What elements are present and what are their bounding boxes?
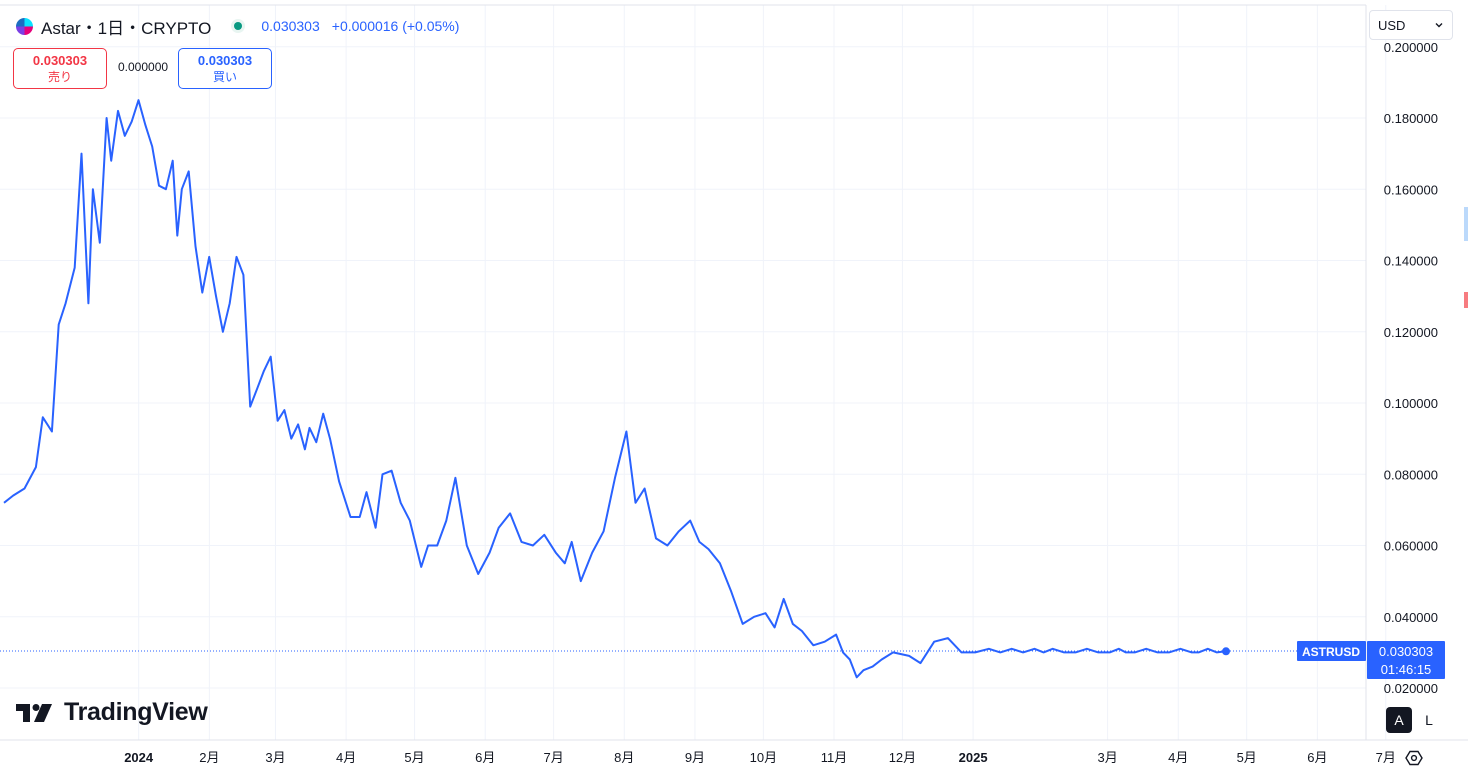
symbol-tag-text: ASTRUSD xyxy=(1302,645,1360,659)
x-tick-label: 4月 xyxy=(336,750,356,765)
symbol-title[interactable]: Astar・1日・CRYPTO xyxy=(41,18,212,38)
legend-change: +0.000016 (+0.05%) xyxy=(331,18,460,34)
buy-price: 0.030303 xyxy=(197,52,253,68)
x-tick-label: 7月 xyxy=(543,750,563,765)
x-tick-label: 2月 xyxy=(199,750,219,765)
settings-icon xyxy=(1405,750,1423,766)
x-tick-label: 3月 xyxy=(265,750,285,765)
x-tick-label: 3月 xyxy=(1097,750,1117,765)
settings-button[interactable] xyxy=(1401,745,1427,771)
price-tag xyxy=(1367,641,1445,679)
y-tick-label: 0.160000 xyxy=(1384,182,1438,197)
x-tick-label: 9月 xyxy=(685,750,705,765)
buy-button[interactable]: 0.030303 買い xyxy=(178,48,272,89)
y-tick-label: 0.080000 xyxy=(1384,467,1438,482)
x-tick-label: 10月 xyxy=(750,750,777,765)
last-point-marker xyxy=(1222,647,1230,656)
time-axis[interactable]: 2024 2月 3月 4月 5月 6月 7月 8月 9月 10月 11月 12月 2025 3月 4月 5月 6… xyxy=(124,750,1396,765)
x-tick-label: 5月 xyxy=(404,750,424,765)
currency-select[interactable]: USD xyxy=(1369,10,1453,40)
chart-grid xyxy=(0,5,1387,740)
buy-label: 買い xyxy=(212,69,237,84)
y-tick-label: 0.060000 xyxy=(1384,539,1438,554)
x-tick-label: 11月 xyxy=(821,750,848,765)
x-tick-label: 12月 xyxy=(889,750,916,765)
chart-legend: Astar・1日・CRYPTO 0.030303 +0.000016 (+0.0… xyxy=(16,14,459,38)
price-label: ASTRUSD 0.030303 01:46:15 xyxy=(1297,641,1445,679)
x-tick-label: 6月 xyxy=(1307,750,1327,765)
y-tick-label: 0.180000 xyxy=(1384,111,1438,126)
x-tick-label: 8月 xyxy=(614,750,634,765)
sell-price: 0.030303 xyxy=(32,52,88,68)
sell-label: 売り xyxy=(47,69,72,84)
legend-last-value: 0.030303 xyxy=(261,18,320,34)
series-line-astrusd[interactable] xyxy=(3,99,1227,679)
price-tag-countdown: 01:46:15 xyxy=(1381,662,1432,677)
x-tick-label: 6月 xyxy=(475,750,495,765)
price-tag-value: 0.030303 xyxy=(1379,644,1433,659)
y-tick-label: 0.040000 xyxy=(1384,610,1438,625)
side-marker-blue xyxy=(1464,207,1468,241)
auto-scale-button[interactable]: A xyxy=(1386,707,1412,733)
tradingview-logo[interactable]: TradingView xyxy=(16,698,208,727)
x-tick-label: 2025 xyxy=(959,750,988,765)
x-tick-label: 2024 xyxy=(124,750,154,765)
y-tick-label: 0.200000 xyxy=(1384,40,1438,55)
astar-logo-icon xyxy=(16,17,33,35)
y-tick-label: 0.140000 xyxy=(1384,254,1438,269)
chevron-down-icon xyxy=(1435,23,1443,28)
y-tick-label: 0.120000 xyxy=(1384,325,1438,340)
price-axis[interactable]: 0.020000 0.040000 0.060000 0.080000 0.100000… xyxy=(1384,40,1438,696)
x-tick-label: 5月 xyxy=(1237,750,1257,765)
x-tick-label: 7月 xyxy=(1376,750,1396,765)
sell-button[interactable]: 0.030303 売り xyxy=(13,48,107,89)
side-marker-red xyxy=(1464,292,1468,308)
tradingview-logo-icon xyxy=(16,703,52,722)
log-scale-button[interactable]: L xyxy=(1416,707,1442,733)
y-tick-label: 0.020000 xyxy=(1384,681,1438,696)
y-tick-label: 0.100000 xyxy=(1384,396,1438,411)
symbol-tag xyxy=(1297,641,1366,661)
x-tick-label: 4月 xyxy=(1168,750,1188,765)
currency-value: USD xyxy=(1378,17,1406,33)
market-status-icon[interactable] xyxy=(231,19,246,33)
logo-text: TradingView xyxy=(64,698,208,726)
spread-value: 0.000000 xyxy=(118,60,169,74)
